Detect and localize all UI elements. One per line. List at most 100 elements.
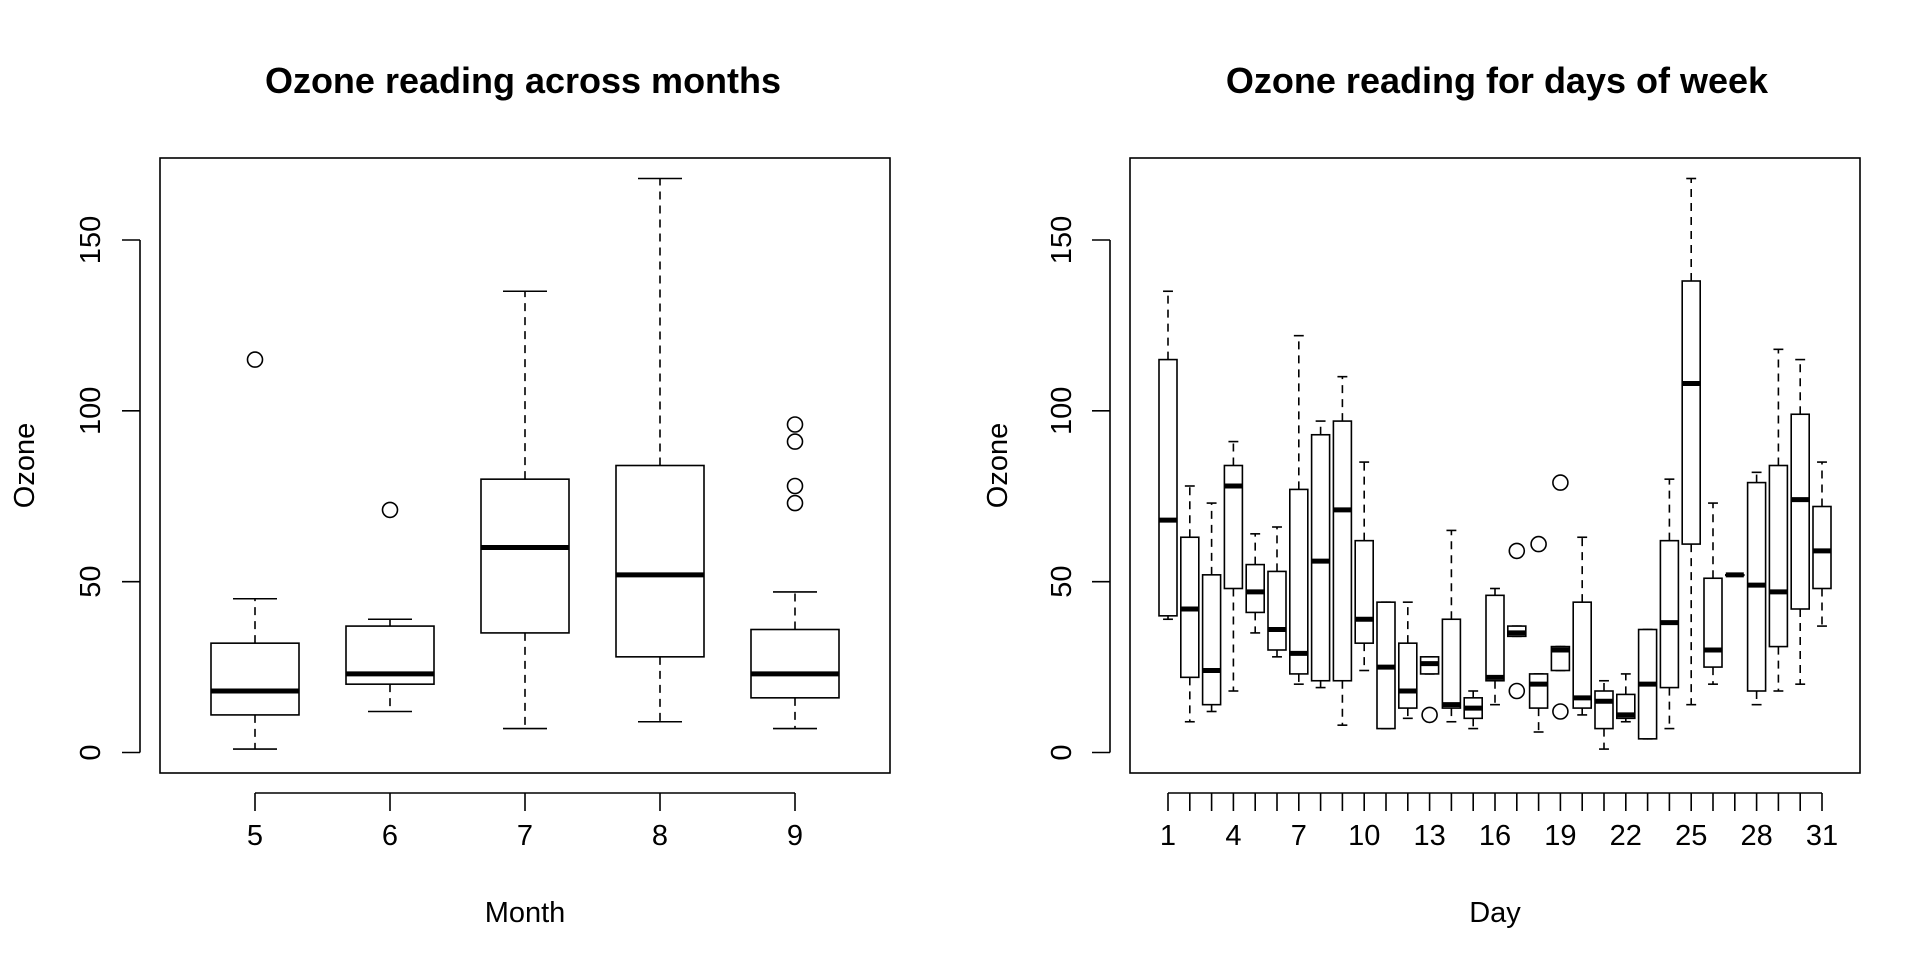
- box-iqr: [1289, 488, 1309, 675]
- box-9: [1332, 375, 1353, 726]
- box-28: [1746, 471, 1767, 706]
- box-14: [1441, 529, 1462, 723]
- box-iqr: [1681, 280, 1701, 545]
- box-iqr: [1594, 690, 1614, 730]
- plot-frame: [1129, 157, 1861, 774]
- box-iqr: [1572, 601, 1592, 709]
- y-tick-label: 150: [75, 216, 107, 264]
- x-tick-label: 5: [247, 820, 263, 852]
- box-25: [1681, 177, 1701, 706]
- x-tick-label: 7: [517, 820, 533, 852]
- y-tick-label: 150: [1046, 216, 1078, 264]
- box-iqr: [1201, 574, 1222, 706]
- box-26: [1703, 502, 1723, 685]
- box-iqr: [1441, 618, 1462, 709]
- box-18: [1528, 535, 1549, 733]
- x-axis-label: Day: [1469, 897, 1521, 929]
- x-tick-label: 22: [1610, 820, 1642, 852]
- chart-title: Ozone reading for days of week: [1226, 60, 1769, 101]
- box-iqr: [1528, 673, 1549, 709]
- x-tick-label: 10: [1348, 820, 1380, 852]
- box-iqr: [1703, 577, 1723, 668]
- y-tick-label: 100: [1046, 387, 1078, 435]
- y-tick-label: 0: [75, 744, 107, 760]
- box-16: [1485, 587, 1505, 706]
- box-iqr: [1790, 413, 1810, 610]
- plot-frame: [159, 157, 891, 774]
- y-tick-label: 0: [1046, 744, 1078, 760]
- x-tick-label: 31: [1806, 820, 1838, 852]
- chart-title: Ozone reading across months: [265, 60, 781, 101]
- box-15: [1463, 690, 1483, 730]
- box-10: [1354, 461, 1374, 672]
- box-30: [1790, 358, 1810, 685]
- x-tick-label: 19: [1544, 820, 1576, 852]
- box-29: [1768, 348, 1789, 692]
- x-tick-label: 1: [1160, 820, 1176, 852]
- box-iqr: [1616, 693, 1636, 720]
- box-iqr: [210, 642, 300, 716]
- box-1: [1158, 290, 1178, 621]
- box-iqr: [1310, 433, 1331, 682]
- box-24: [1659, 478, 1680, 730]
- x-tick-label: 9: [787, 820, 803, 852]
- outlier-point: [1421, 706, 1438, 724]
- box-3: [1201, 502, 1222, 713]
- box-iqr: [480, 478, 570, 634]
- box-5: [1245, 533, 1265, 634]
- box-2: [1180, 485, 1200, 723]
- x-tick-label: 13: [1413, 820, 1445, 852]
- x-tick-label: 25: [1675, 820, 1707, 852]
- box-iqr: [1332, 420, 1353, 682]
- box-iqr: [1223, 464, 1244, 590]
- outlier-point: [246, 351, 264, 368]
- y-tick-label: 50: [75, 566, 107, 598]
- box-iqr: [1550, 645, 1571, 672]
- box-iqr: [750, 628, 840, 699]
- box-21: [1594, 679, 1614, 750]
- outlier-point: [1508, 682, 1526, 700]
- box-iqr: [615, 464, 705, 658]
- box-31: [1812, 461, 1832, 627]
- box-iqr: [1659, 539, 1680, 689]
- y-tick-label: 100: [75, 387, 107, 435]
- box-8: [615, 177, 705, 723]
- y-tick-label: 50: [1046, 566, 1078, 598]
- box-6: [345, 501, 435, 713]
- outlier-point: [1552, 474, 1569, 491]
- box-6: [1267, 526, 1287, 658]
- box-iqr: [1267, 570, 1287, 651]
- box-iqr: [1768, 464, 1789, 648]
- box-7: [1289, 334, 1309, 685]
- box-17: [1507, 542, 1527, 700]
- box-iqr: [1398, 642, 1418, 709]
- box-5: [210, 351, 300, 750]
- outlier-point: [1552, 703, 1569, 720]
- box-iqr: [1812, 505, 1832, 590]
- outlier-point: [1530, 535, 1547, 553]
- box-19: [1550, 474, 1571, 720]
- box-11: [1376, 601, 1396, 730]
- x-tick-label: 7: [1291, 820, 1307, 852]
- box-22: [1616, 673, 1636, 723]
- box-iqr: [1245, 563, 1265, 614]
- box-9: [750, 416, 840, 730]
- box-13: [1419, 656, 1440, 724]
- outlier-point: [786, 433, 804, 450]
- box-iqr: [1485, 594, 1505, 682]
- x-tick-label: 8: [652, 820, 668, 852]
- box-8: [1310, 420, 1331, 689]
- x-tick-label: 16: [1479, 820, 1511, 852]
- x-axis-label: Month: [485, 897, 566, 929]
- x-tick-label: 28: [1740, 820, 1772, 852]
- x-tick-label: 4: [1225, 820, 1241, 852]
- box-12: [1398, 601, 1418, 720]
- box-23: [1637, 628, 1658, 740]
- outlier-point: [786, 494, 804, 512]
- outlier-point: [786, 477, 804, 495]
- chart-panel-2: Ozone reading for days of week Day Ozone 0 5…: [982, 60, 1861, 929]
- box-7: [480, 290, 570, 730]
- x-tick-label: 6: [382, 820, 398, 852]
- box-4: [1223, 440, 1244, 692]
